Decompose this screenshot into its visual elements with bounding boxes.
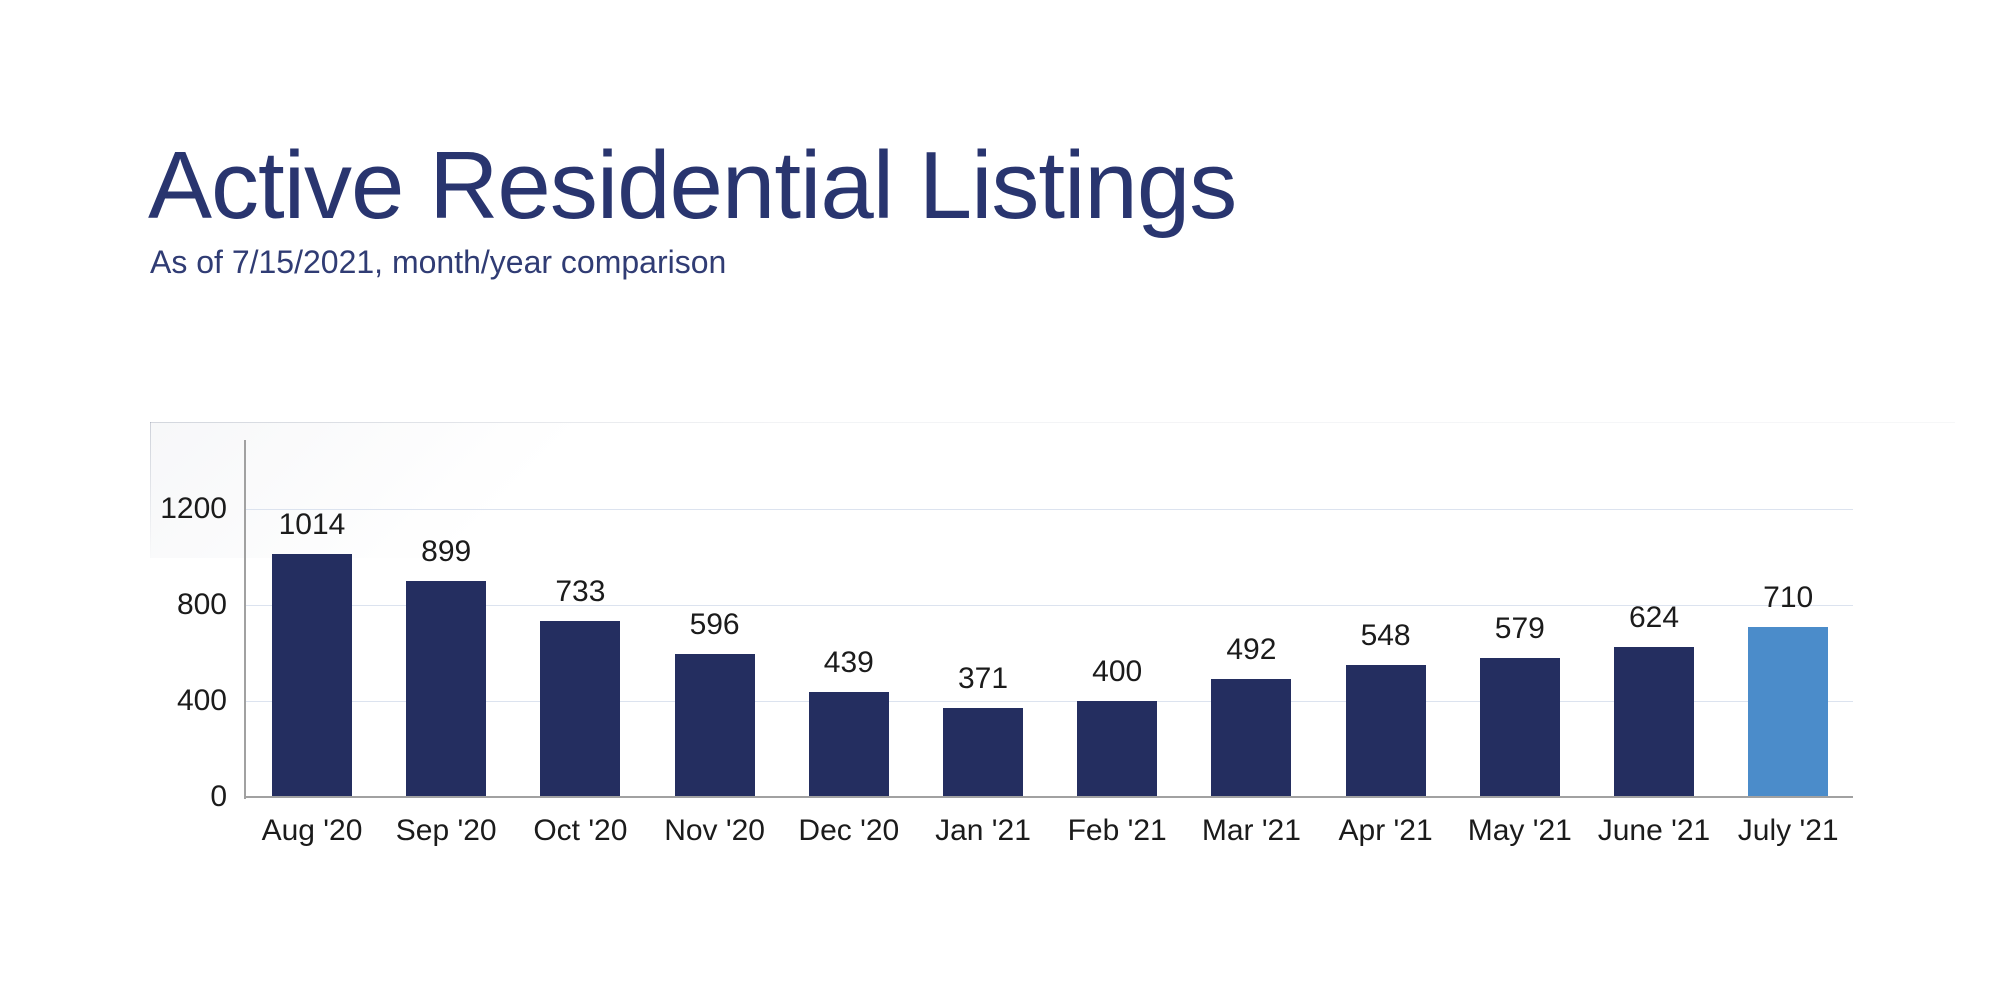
bar-oct-20 [540,621,621,796]
x-axis-label-mar-21: Mar '21 [1201,814,1301,847]
y-tick-label-1200: 1200 [160,492,227,525]
value-label-apr-21: 548 [1360,619,1411,653]
x-axis-label-june-21: June '21 [1597,814,1711,847]
x-axis-label-apr-21: Apr '21 [1338,814,1433,847]
bar-july-21 [1748,626,1829,796]
bar-mar-21 [1211,678,1292,796]
page-subtitle: As of 7/15/2021, month/year comparison [150,244,727,280]
value-label-july-21: 710 [1763,580,1814,614]
value-label-sep-20: 899 [421,535,472,569]
x-axis-label-nov-20: Nov '20 [664,814,765,847]
page-title: Active Residential Listings [148,132,1237,239]
value-label-oct-20: 733 [555,575,606,609]
value-label-nov-20: 596 [689,607,740,641]
x-axis-label-sep-20: Sep '20 [395,814,497,847]
value-label-june-21: 624 [1628,601,1680,635]
value-label-mar-21: 492 [1226,632,1277,666]
value-label-aug-20: 1014 [278,507,346,541]
bar-apr-21 [1345,665,1426,796]
bar-dec-20 [808,691,889,796]
y-tick-label-800: 800 [176,588,227,621]
bar-nov-20 [674,653,755,796]
y-tick-label-400: 400 [176,684,227,717]
y-axis-line [244,440,246,799]
x-axis-label-feb-21: Feb '21 [1067,814,1167,847]
x-axis-label-aug-20: Aug '20 [261,814,363,847]
x-axis-label-july-21: July '21 [1737,814,1839,847]
card-top-edge [150,422,1955,423]
value-label-may-21: 579 [1494,612,1545,646]
card-left-edge [150,422,151,560]
gridline-1200 [245,509,1853,510]
bar-jan-21 [943,707,1023,796]
bar-aug-20 [272,553,352,796]
value-label-feb-21: 400 [1092,655,1143,688]
gridline-800 [245,605,1853,606]
x-axis-label-oct-20: Oct '20 [533,814,628,847]
bar-june-21 [1614,647,1694,796]
x-axis-label-dec-20: Dec '20 [798,814,900,847]
x-axis-line [244,796,1853,798]
x-axis-label-may-21: May '21 [1467,814,1572,847]
y-tick-label-0: 0 [210,780,227,813]
value-label-jan-21: 371 [957,661,1009,695]
bar-may-21 [1479,658,1560,796]
x-axis-label-jan-21: Jan '21 [935,814,1031,847]
gridline-400 [245,701,1853,702]
bar-sep-20 [406,581,487,796]
value-label-dec-20: 439 [823,645,874,679]
bar-feb-21 [1077,701,1158,796]
